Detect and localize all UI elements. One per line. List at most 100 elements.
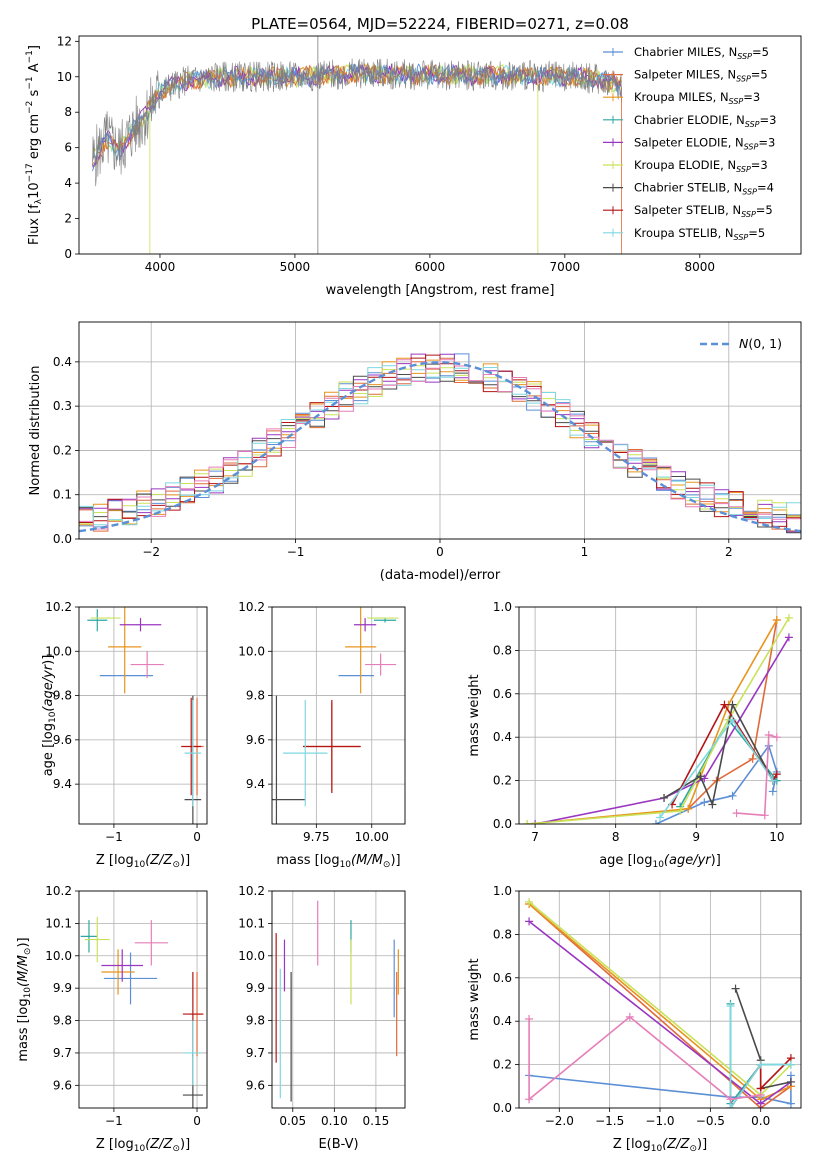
weight-line — [736, 733, 778, 817]
spectrum-xtick-label: 5000 — [280, 260, 311, 274]
residuals-frame — [78, 321, 802, 540]
weight_vs_Z-ylabel: mass weight — [467, 958, 482, 1040]
weight-point-marker — [660, 793, 669, 802]
weight_vs_age-ytick-label: 0.4 — [493, 730, 512, 744]
spectrum-ytick-label: 8 — [64, 105, 72, 119]
residuals-xtick-label: 0 — [436, 545, 444, 559]
age_vs_mass-ytick-label: 9.8 — [246, 689, 265, 703]
weight_vs_Z-ytick-label: 0.6 — [493, 971, 512, 985]
age_vs_Z-ytick-label: 9.4 — [53, 777, 72, 791]
weight_vs_age-xtick-label: 9 — [692, 830, 700, 844]
mass_vs_Z-xtick-label: 0 — [193, 1114, 201, 1128]
mass_vs_Z-ytick-label: 10.0 — [45, 949, 72, 963]
histogram-step-line — [79, 363, 801, 534]
weight_vs_Z-ytick-label: 0.0 — [493, 1101, 512, 1115]
mass_vs_Z-xtick-label: −1 — [105, 1114, 123, 1128]
weight-line — [687, 619, 778, 810]
weight-point-marker — [676, 806, 685, 815]
spectrum-ytick-label: 12 — [57, 34, 72, 48]
age_vs_mass-xtick-label: 10.00 — [355, 830, 389, 844]
weight-point-marker — [656, 813, 664, 822]
weight_vs_Z-ytick-label: 0.4 — [493, 1014, 512, 1028]
spectrum-ylabel: Flux [fλ10−17 erg cm−2 s−1 A−1] — [25, 45, 44, 245]
weight-line — [671, 703, 778, 805]
mass_vs_Z-ytick-label: 9.9 — [53, 981, 72, 995]
weight-point-marker — [726, 1104, 735, 1108]
residuals-xtick-label: −1 — [287, 545, 305, 559]
weight_vs_age-ylabel: mass weight — [467, 674, 482, 756]
weight_vs_Z-ytick-label: 0.2 — [493, 1058, 512, 1072]
age_vs_mass-xtick-label: 9.75 — [303, 830, 330, 844]
weight-point-marker — [726, 1095, 735, 1104]
chart-layer: 4000 5000 6000 7000 8000024681012wavelength … — [16, 34, 802, 1154]
age_vs_Z-ytick-label: 9.8 — [53, 689, 72, 703]
mass_vs_EBV-frame — [271, 890, 406, 1109]
weight-point-marker — [651, 820, 660, 824]
spectrum-xtick-label: 6000 — [415, 260, 446, 274]
age_vs_mass-axes: 9.75 10.00 9.4 9.6 9.8 10.0 10.2 — [238, 600, 405, 844]
weight-point-marker — [731, 984, 740, 993]
spectrum-ytick-label: 0 — [64, 247, 72, 261]
weight-vs-Z-xlabel: Z [log10(Z/Z⊙)] — [613, 1137, 707, 1154]
weight_vs_age-ytick-label: 0.8 — [493, 643, 512, 657]
age_vs_mass-ytick-label: 10.2 — [238, 600, 265, 614]
weight-point-marker — [768, 776, 777, 785]
age_vs_mass-ytick-label: 10.0 — [238, 644, 265, 658]
mass_vs_Z-ytick-label: 10.1 — [45, 916, 72, 930]
residuals-xlabel: (data-model)/error — [380, 568, 501, 583]
weight-point-marker — [700, 798, 709, 807]
weight-line — [527, 617, 790, 824]
spectrum-ytick-label: 10 — [57, 70, 72, 84]
weight-point-marker — [726, 1002, 735, 1011]
age_vs_Z-axes: −1 0 9.4 9.6 9.8 10.0 10.2 — [45, 600, 207, 844]
weight-point-marker — [756, 1060, 765, 1069]
legend-entry: Chabrier ELODIE, NSSP=3 — [634, 113, 776, 129]
legend-entry: Salpeter ELODIE, NSSP=3 — [634, 135, 775, 151]
weight_vs_Z-xtick-label: −0.5 — [696, 1114, 725, 1128]
weight_vs_age-plot-area — [523, 613, 793, 824]
weight_vs_Z-ytick-label: 1.0 — [493, 884, 512, 898]
weight-point-marker — [748, 754, 757, 763]
residuals-ytick-label: 0.2 — [53, 443, 72, 457]
age_vs_mass-ytick-label: 9.6 — [246, 733, 265, 747]
weight-point-marker — [684, 804, 693, 813]
spectrum-legend: Chabrier MILES, NSSP=5 Salpeter MILES, NS… — [603, 45, 776, 242]
residuals-legend: N(0, 1) — [700, 336, 782, 351]
mass_vs_Z-ytick-label: 9.6 — [53, 1078, 72, 1092]
weight-vs-age-xlabel: age [log10(age/yr)] — [599, 853, 721, 870]
weight-point-marker — [708, 800, 717, 809]
weight-point-marker — [756, 1090, 765, 1099]
weight-point-marker — [764, 731, 773, 740]
weight-point-marker — [772, 770, 781, 779]
weight-point-marker — [784, 633, 793, 642]
spectrum-axes: 4000 5000 6000 7000 8000 0 2 4 6 8 10 12 — [57, 34, 715, 274]
spectrum-frame — [78, 35, 802, 255]
weight-point-marker — [768, 787, 777, 796]
mass_vs_EBV-ytick-label: 9.6 — [246, 1078, 265, 1092]
histogram-step-line — [79, 359, 801, 530]
mass-vs-Z-ylabel: mass [log10(M/M⊙)] — [16, 937, 33, 1061]
mass_vs_EBV-plot-area — [275, 900, 399, 1102]
weight-point-marker — [732, 809, 741, 818]
weight-point-marker — [784, 613, 793, 622]
residuals-ylabel: Normed distribution — [28, 366, 43, 496]
weight-line — [729, 1006, 791, 1108]
spectrum-xtick-label: 7000 — [550, 260, 581, 274]
age_vs_Z-xtick-label: 0 — [193, 830, 201, 844]
age_vs_Z-ytick-label: 10.0 — [45, 644, 72, 658]
weight_vs_age-frame — [518, 606, 802, 825]
weight_vs_age-ytick-label: 0.6 — [493, 687, 512, 701]
model-spectrum-line — [92, 63, 622, 162]
age_vs_mass-ytick-label: 9.4 — [246, 777, 265, 791]
weight-point-marker — [728, 791, 737, 800]
residuals-plot-area — [79, 353, 801, 534]
weight_vs_Z-plot-area — [525, 897, 795, 1108]
legend-entry: Kroupa STELIB, NSSP=5 — [634, 226, 765, 242]
mass_vs_EBV-xtick-label: 0.10 — [321, 1114, 348, 1128]
weight-point-marker — [523, 820, 532, 824]
weight-point-marker — [720, 700, 729, 709]
legend-entry: Chabrier MILES, NSSP=5 — [634, 45, 769, 61]
mass_vs_Z-frame — [78, 890, 208, 1109]
mass_vs_Z-plot-area — [80, 916, 204, 1108]
legend-entry: N(0, 1) — [739, 336, 782, 351]
